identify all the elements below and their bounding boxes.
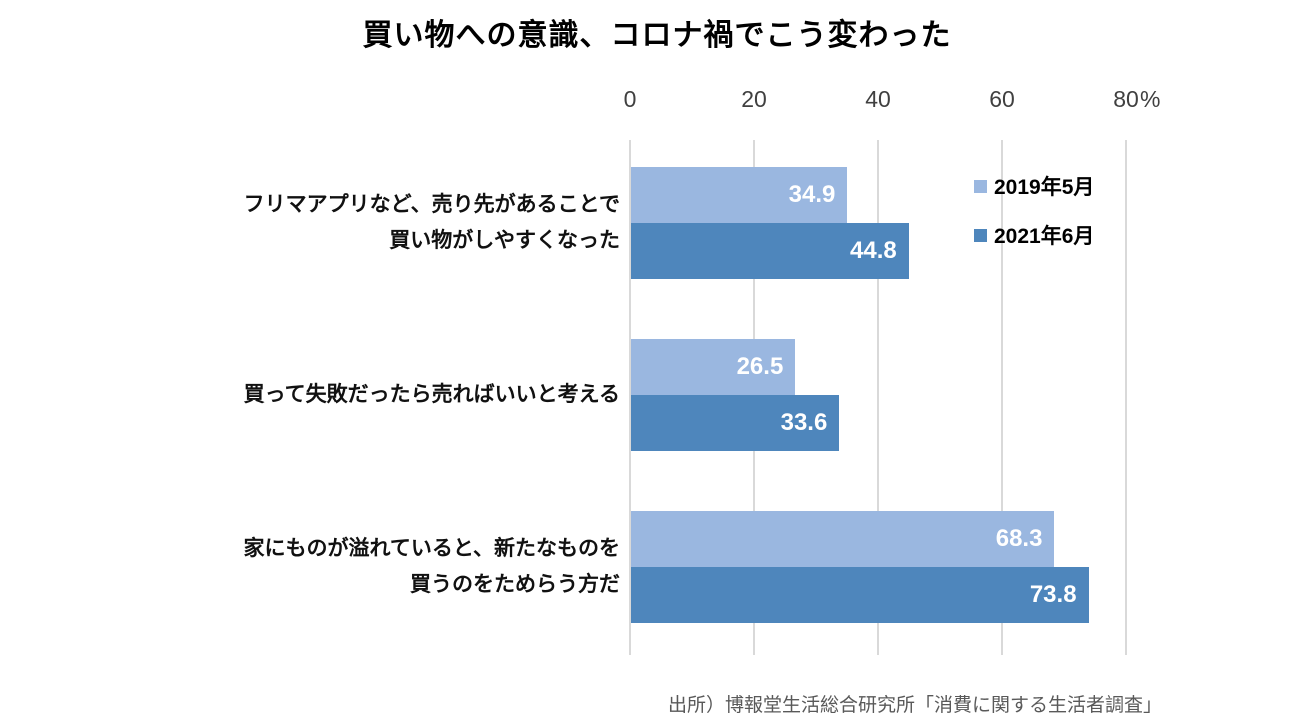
category-label: 買って失敗だったら売ればいいと考える (120, 377, 620, 413)
data-label: 34.9 (788, 181, 836, 208)
x-axis-tick-label: 20 (741, 86, 767, 112)
legend-label: 2021年6月 (994, 225, 1095, 248)
x-axis-tick-label: 80 (1113, 86, 1139, 112)
bar-2019年5月-0: 34.9 (631, 167, 848, 223)
category-label-line: 買って失敗だったら売ればいいと考える (243, 383, 620, 406)
x-axis-tick-label: 0 (623, 86, 637, 112)
bar-2019年5月-2: 68.3 (631, 511, 1055, 567)
legend-swatch-icon (974, 228, 987, 242)
x-axis-unit-label: % (1140, 86, 1161, 112)
data-label: 33.6 (780, 409, 828, 436)
gridline (1001, 140, 1003, 655)
legend: 2019年5月 2021年6月 (974, 171, 1094, 250)
data-label: 26.5 (736, 353, 784, 380)
category-label-line: 買うのをためらう方だ (410, 573, 620, 596)
bar-2021年6月-0: 44.8 (631, 223, 909, 279)
chart-title: 買い物への意識、コロナ禍でこう変わった (362, 19, 952, 52)
gridline (629, 140, 631, 655)
legend-label: 2019年5月 (994, 176, 1095, 199)
data-label: 73.8 (1029, 581, 1077, 608)
data-label: 44.8 (850, 237, 897, 264)
category-label: フリマアプリなど、売り先があることで買い物がしやすくなった (120, 187, 620, 259)
category-label-line: フリマアプリなど、売り先があることで (243, 193, 620, 216)
category-label: 家にものが溢れていると、新たなものを買うのをためらう方だ (120, 531, 620, 603)
bar-2021年6月-2: 73.8 (631, 567, 1089, 623)
legend-item: 2019年5月 (974, 171, 1094, 201)
legend-swatch-icon (974, 179, 987, 193)
bar-2019年5月-1: 26.5 (631, 339, 796, 395)
data-label: 68.3 (995, 525, 1043, 552)
category-label-line: 買い物がしやすくなった (389, 229, 620, 252)
gridline (1125, 140, 1127, 655)
gridline (877, 140, 879, 655)
x-axis-tick-label: 60 (989, 86, 1015, 112)
category-label-line: 家にものが溢れていると、新たなものを (243, 537, 620, 560)
x-axis-tick-label: 40 (865, 86, 891, 112)
legend-item: 2021年6月 (974, 220, 1094, 250)
source-note: 出所）博報堂生活総合研究所「消費に関する生活者調査」 (667, 695, 1162, 716)
bar-2021年6月-1: 33.6 (631, 395, 840, 451)
